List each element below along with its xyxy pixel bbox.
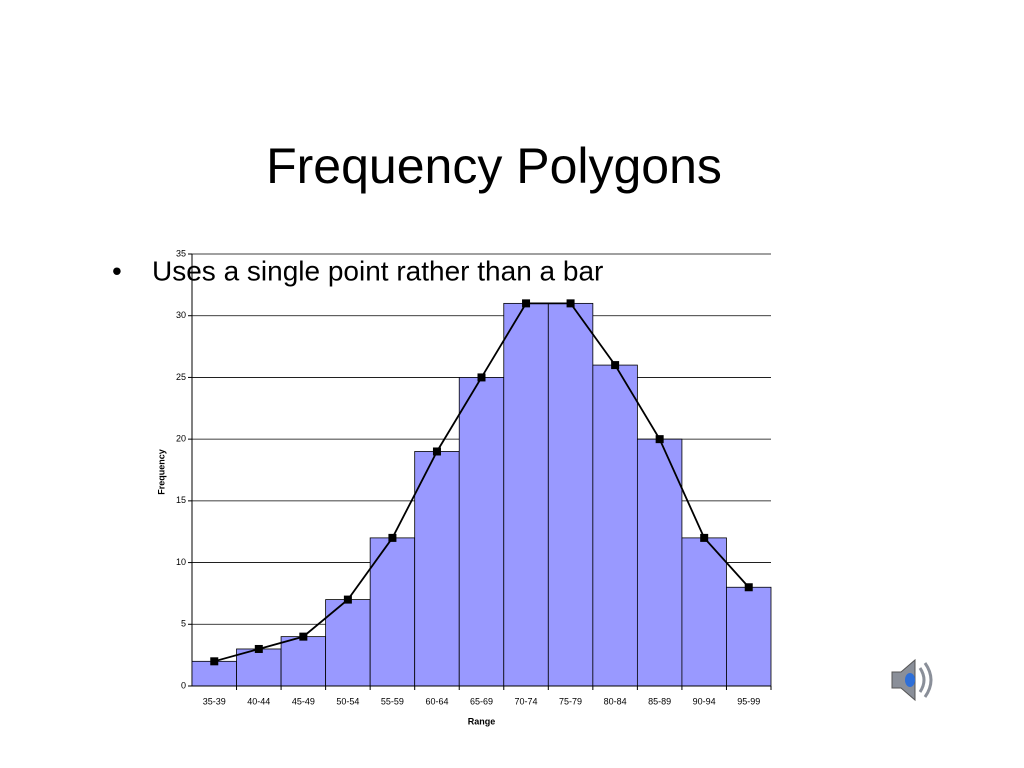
bar [458, 377, 505, 687]
x-tick-label: 55-59 [381, 696, 404, 706]
polygon-point [655, 435, 664, 444]
bar [681, 537, 727, 687]
speaker-body [891, 658, 916, 702]
bar [547, 302, 594, 687]
x-tick-label: 85-89 [648, 696, 671, 706]
polygon-point [210, 657, 219, 666]
y-tick-label: 10 [176, 557, 186, 567]
x-tick-label: 35-39 [203, 696, 226, 706]
x-tick-label: 45-49 [292, 696, 315, 706]
speaker-cone [905, 673, 915, 687]
y-tick-label: 30 [176, 310, 186, 320]
slide-title: Frequency Polygons [266, 138, 722, 194]
speaker-icon[interactable] [891, 658, 933, 702]
x-tick-label: 80-84 [604, 696, 627, 706]
x-tick-label: 90-94 [693, 696, 716, 706]
polygon-point [299, 632, 308, 641]
bullet-text: Uses a single point rather than a bar [152, 255, 603, 286]
polygon-point [744, 583, 753, 592]
polygon-point [388, 533, 397, 542]
bar [280, 636, 327, 687]
y-tick-label: 20 [176, 434, 186, 444]
polygon-point [611, 361, 620, 370]
polygon-point [343, 595, 352, 604]
polygon-point [432, 447, 441, 456]
bar [726, 586, 772, 687]
y-axis-label: Frequency [156, 449, 166, 495]
x-tick-label: 60-64 [425, 696, 448, 706]
bar [414, 451, 460, 687]
polygon-point [522, 299, 531, 308]
chart: 0 5 10 15 20 25 30 35 35-39 40-44 45-49 50-54 55-59 6… [156, 248, 772, 726]
polygon-point [477, 373, 486, 382]
y-tick-label: 15 [176, 495, 186, 505]
y-tick-label: 25 [176, 372, 186, 382]
bar [636, 438, 683, 687]
bar [592, 364, 638, 687]
bullet-marker: • [112, 255, 122, 286]
polygon-point [700, 533, 709, 542]
x-tick-label: 40-44 [247, 696, 270, 706]
x-tick-label: 95-99 [737, 696, 760, 706]
x-axis-label: Range [468, 716, 496, 726]
bar [369, 537, 416, 687]
y-tick-label: 5 [181, 619, 186, 629]
polygon-point [566, 299, 575, 308]
y-tick-label: 35 [176, 248, 186, 258]
speaker-waves [918, 662, 933, 698]
bar [236, 648, 282, 687]
polygon-point [254, 644, 263, 653]
x-tick-label: 70-74 [515, 696, 538, 706]
y-tick-label: 0 [181, 680, 186, 690]
x-tick-label: 50-54 [336, 696, 359, 706]
x-tick-label: 65-69 [470, 696, 493, 706]
x-tick-label: 75-79 [559, 696, 582, 706]
bar [325, 599, 371, 687]
bar [503, 302, 549, 687]
